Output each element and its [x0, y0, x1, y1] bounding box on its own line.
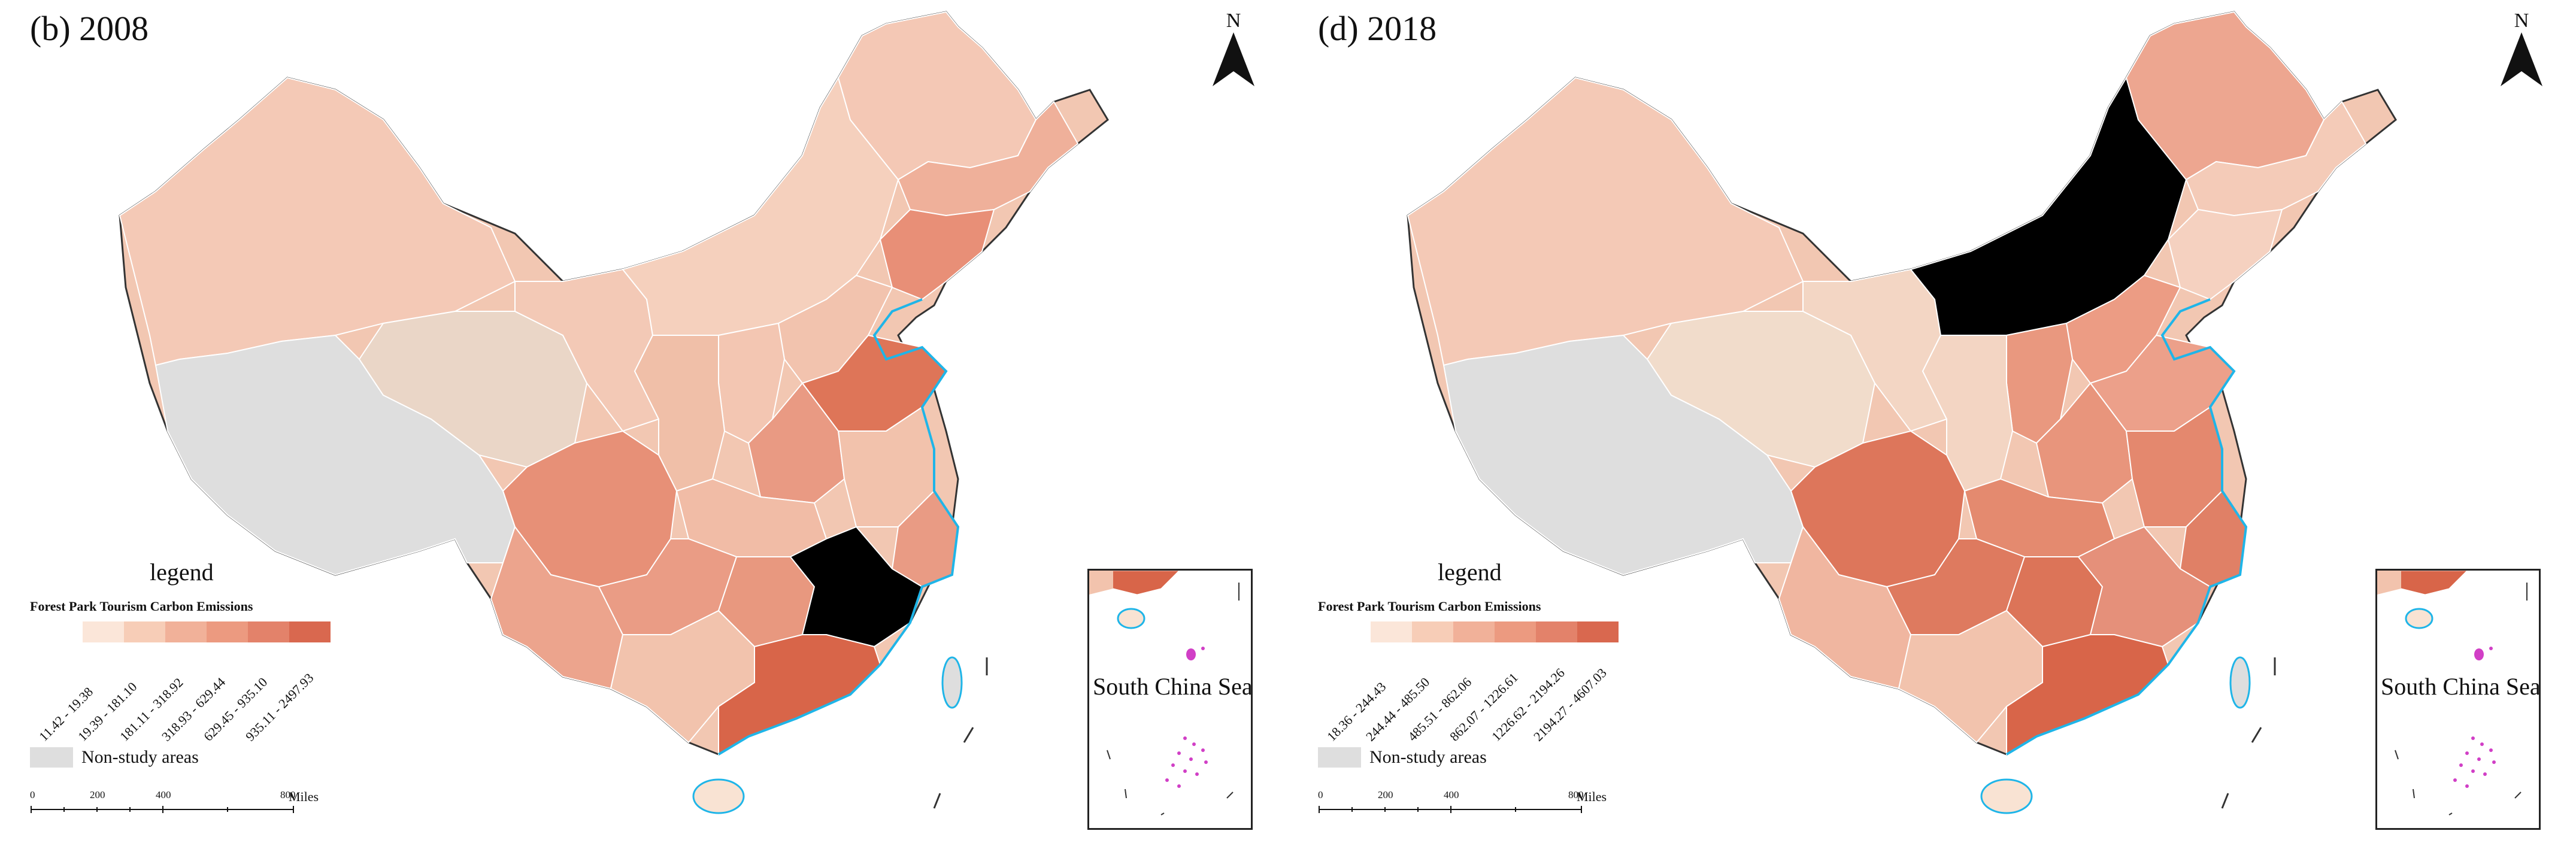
- inset-label: South China Sea: [1093, 673, 1253, 700]
- non-study-swatch: [1318, 747, 1361, 768]
- region-heilongjiang: [837, 11, 1037, 181]
- scale-bar: 0 200 400 800 Miles: [30, 789, 389, 825]
- legend-swatches: [1371, 621, 1619, 642]
- inset-map: [2377, 571, 2527, 815]
- inset-label: South China Sea: [2381, 673, 2541, 700]
- legend-swatch-2: [124, 621, 165, 642]
- non-study-label: Non-study areas: [81, 747, 199, 767]
- non-study-legend: Non-study areas: [1318, 747, 1487, 768]
- scale-tick-800: 800: [280, 789, 296, 800]
- legend-title: legend: [1438, 559, 1502, 586]
- legend-swatch-5: [248, 621, 289, 642]
- panel-title: (d) 2018: [1318, 9, 1437, 48]
- south-china-sea-inset: South China Sea: [2375, 569, 2541, 830]
- region-taiwan: [2229, 656, 2251, 709]
- region-yunnan: [1778, 525, 1912, 690]
- scale-tick-0: 0: [30, 789, 35, 800]
- north-arrow: N: [1210, 10, 1257, 89]
- scale-tick-0: 0: [1318, 789, 1323, 800]
- region-yunnan: [490, 525, 624, 690]
- legend-swatches: [83, 621, 331, 642]
- region-liaoning: [2167, 208, 2283, 301]
- boundary-dash: [963, 727, 974, 743]
- region-heilongjiang: [2125, 11, 2325, 181]
- north-arrow: N: [2498, 10, 2545, 89]
- coastline: [717, 298, 960, 756]
- map-panel-2008: (b) 2008 N legend Forest Park Tourism Ca…: [0, 9, 1257, 830]
- scale-bar-line: [31, 806, 294, 813]
- panel-title: (b) 2008: [30, 9, 149, 48]
- scale-tick-400: 400: [1444, 789, 1459, 800]
- south-china-sea-inset: South China Sea: [1087, 569, 1253, 830]
- legend-swatch-3: [165, 621, 207, 642]
- inset-map: [1089, 571, 1239, 815]
- non-study-swatch: [30, 747, 73, 768]
- non-study-label: Non-study areas: [1369, 747, 1487, 767]
- legend-class-label: 1226.62 - 2194.26: [1489, 665, 1568, 744]
- legend-swatch-1: [1371, 621, 1412, 642]
- province-map-2008: [119, 11, 1109, 814]
- region-hainan: [692, 778, 745, 814]
- legend-class-label: 2194.27 - 4607.03: [1531, 665, 1610, 744]
- boundary-dash: [2221, 793, 2229, 809]
- legend-swatch-6: [289, 621, 331, 642]
- region-hainan: [1980, 778, 2033, 814]
- north-label: N: [2514, 10, 2529, 32]
- scale-tick-200: 200: [90, 789, 105, 800]
- north-label: N: [1226, 10, 1241, 32]
- legend-swatch-4: [1495, 621, 1536, 642]
- scale-bar: 0 200 400 800 Miles: [1318, 789, 1677, 825]
- scale-tick-800: 800: [1568, 789, 1584, 800]
- scale-unit: Miles: [1577, 789, 1607, 804]
- coastline: [2005, 298, 2248, 756]
- legend-subtitle: Forest Park Tourism Carbon Emissions: [30, 599, 253, 614]
- scale-tick-200: 200: [1378, 789, 1393, 800]
- boundary-dash: [933, 793, 941, 809]
- legend-title: legend: [150, 559, 214, 586]
- north-arrow-icon: [1213, 32, 1254, 86]
- region-liaoning: [879, 208, 995, 301]
- non-study-legend: Non-study areas: [30, 747, 199, 768]
- legend-class-labels: 18.36 - 244.43 244.44 - 485.50 485.51 - …: [1288, 659, 1707, 754]
- legend-swatch-3: [1453, 621, 1495, 642]
- scale-unit: Miles: [289, 789, 319, 804]
- boundary-dash: [2251, 727, 2262, 743]
- legend-class-labels: 11.42 - 19.38 19.39 - 181.10 181.11 - 31…: [0, 659, 419, 754]
- scale-tick-400: 400: [156, 789, 171, 800]
- legend-subtitle: Forest Park Tourism Carbon Emissions: [1318, 599, 1541, 614]
- province-map-2018: [1407, 11, 2397, 814]
- legend-swatch-2: [1412, 621, 1453, 642]
- legend-swatch-1: [83, 621, 124, 642]
- region-taiwan: [941, 656, 963, 709]
- scale-bar-line: [1319, 806, 1582, 813]
- legend-swatch-5: [1536, 621, 1577, 642]
- north-arrow-icon: [2501, 32, 2542, 86]
- legend-swatch-6: [1577, 621, 1619, 642]
- map-panel-2018: (d) 2018 N legend Forest Park Tourism Ca…: [1288, 0, 2576, 846]
- legend-swatch-4: [207, 621, 248, 642]
